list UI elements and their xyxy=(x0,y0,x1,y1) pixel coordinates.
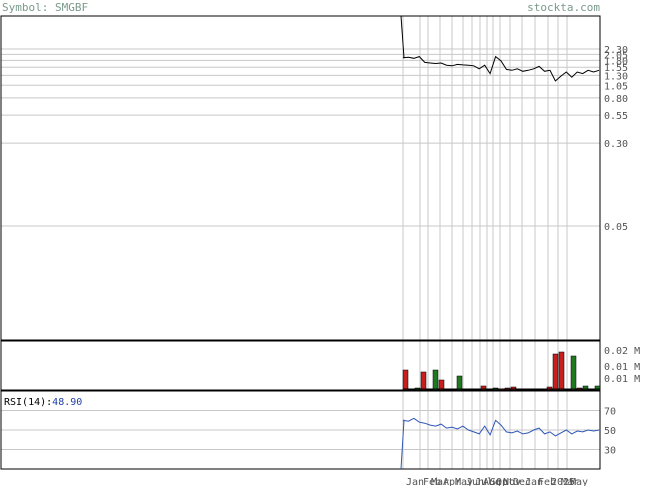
price-panel xyxy=(400,15,600,82)
x-tick-label: Jan xyxy=(406,477,424,486)
rsi-readout-label: RSI(14): xyxy=(4,397,53,408)
price-tick-label: 1.30 xyxy=(604,71,628,82)
volume-bar xyxy=(480,385,487,391)
x-tick-label: Feb xyxy=(538,477,556,486)
symbol-ticker: SMGBF xyxy=(54,1,89,14)
volume-bar xyxy=(594,385,601,391)
volume-tick-label: 0.01 M xyxy=(604,374,640,385)
rsi-readout: RSI(14):48.90 xyxy=(4,397,82,408)
price-tick-label: 0.55 xyxy=(604,111,628,122)
volume-bar xyxy=(456,375,463,391)
x-tick-label: Dec xyxy=(513,477,531,486)
symbol-header: Symbol: SMGBF xyxy=(2,1,88,14)
price-tick-label: 2.05 xyxy=(604,50,628,61)
price-tick-label: 1.55 xyxy=(604,63,628,74)
price-tick-label: 0.30 xyxy=(604,139,628,150)
volume-tick-label: 0.02 M xyxy=(604,346,640,357)
x-tick-label: Jan xyxy=(525,477,543,486)
x-tick-label: Feb xyxy=(423,477,441,486)
x-tick-label: 2025 xyxy=(551,477,575,486)
volume-panel xyxy=(402,351,601,391)
x-tick-label: Nov xyxy=(503,477,521,486)
volume-bar xyxy=(432,369,439,391)
grid-lines xyxy=(1,16,600,469)
symbol-prefix: Symbol: xyxy=(2,1,49,14)
price-tick-label: 1.80 xyxy=(604,56,628,67)
price-frame xyxy=(0,15,601,341)
x-tick-label: Jun xyxy=(466,477,484,486)
rsi-series-line xyxy=(400,417,600,470)
site-link[interactable]: stockta.com xyxy=(527,1,600,14)
x-tick-label: May xyxy=(455,477,473,486)
x-tick-label: Jul xyxy=(475,477,493,486)
volume-frame xyxy=(0,340,601,391)
volume-bar xyxy=(402,369,409,391)
axis-labels: JanFebMarAprMayJunJulAugSepOctNovDecJanF… xyxy=(406,45,640,486)
price-series-line xyxy=(400,15,600,82)
x-tick-label: Oct xyxy=(496,477,514,486)
x-tick-label: Aug xyxy=(483,477,501,486)
rsi-readout-value: 48.90 xyxy=(52,397,83,408)
volume-tick-label: 0.01 M xyxy=(604,362,640,373)
price-tick-label: 0.80 xyxy=(604,94,628,105)
x-tick-label: Sep xyxy=(490,477,508,486)
x-tick-label: Mar xyxy=(561,477,579,486)
rsi-tick-label: 70 xyxy=(604,407,616,418)
volume-bar xyxy=(438,379,445,391)
price-tick-label: 1.05 xyxy=(604,81,628,92)
rsi-tick-label: 30 xyxy=(604,446,616,457)
volume-bar xyxy=(558,351,565,391)
chart-frames xyxy=(0,15,601,470)
rsi-tick-label: 50 xyxy=(604,426,616,437)
price-tick-label: 2.30 xyxy=(604,45,628,56)
rsi-frame xyxy=(0,390,601,470)
volume-bar xyxy=(420,371,427,391)
price-tick-label: 0.05 xyxy=(604,222,628,233)
volume-bar xyxy=(552,353,559,391)
volume-bar xyxy=(570,355,577,391)
x-tick-label: May xyxy=(570,477,588,486)
x-tick-label: Apr xyxy=(443,477,461,486)
rsi-panel xyxy=(400,417,600,470)
x-tick-label: Mar xyxy=(431,477,449,486)
volume-bar xyxy=(582,385,589,391)
